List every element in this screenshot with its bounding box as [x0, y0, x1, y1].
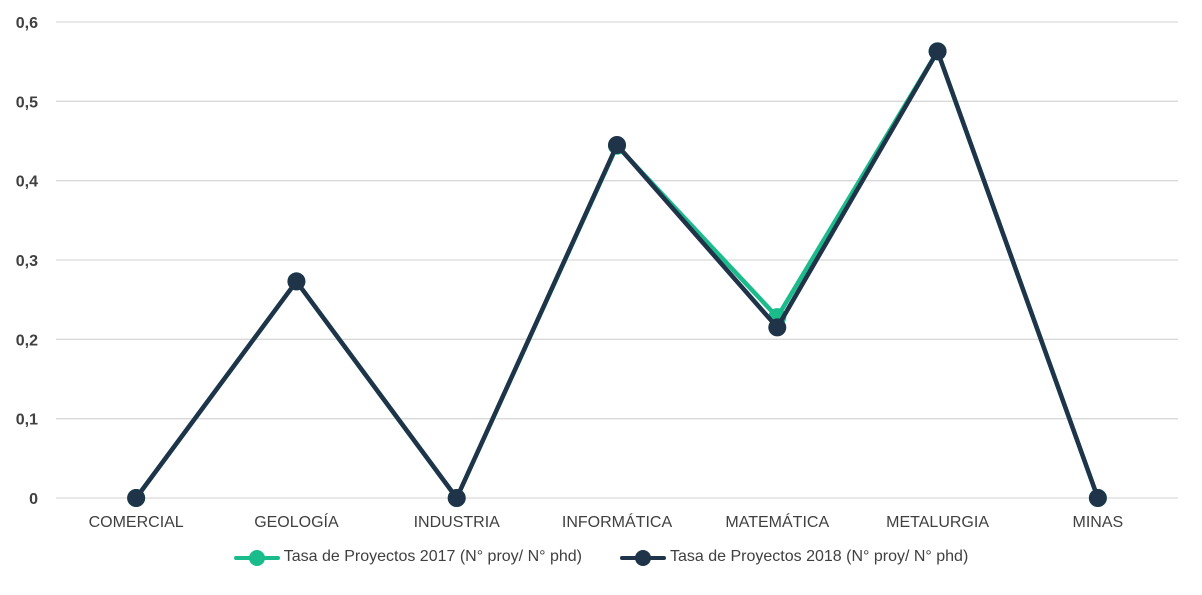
legend-item-2017: Tasa de Proyectos 2017 (N° proy/ N° phd) — [233, 548, 582, 566]
y-tick-label: 0,1 — [16, 412, 38, 429]
series-line — [133, 49, 1101, 501]
x-axis-ticks: COMERCIAL GEOLOGÍA INDUSTRIA INFORMÁTICA MAT… — [89, 512, 1124, 531]
data-point — [1088, 489, 1107, 507]
legend: Tasa de Proyectos 2017 (N° proy/ N° phd)… — [0, 548, 1202, 566]
series-group — [127, 42, 1107, 507]
y-tick-label: 0,3 — [16, 253, 38, 270]
y-axis-ticks: 0 0,1 0,2 0,3 0,4 0,5 0,6 — [16, 15, 38, 508]
x-tick-label: METALURGIA — [886, 514, 989, 531]
legend-label-2018: Tasa de Proyectos 2018 (N° proy/ N° phd) — [670, 548, 969, 565]
x-tick-label: INFORMÁTICA — [562, 512, 673, 531]
x-tick-label: COMERCIAL — [89, 514, 184, 531]
legend-item-2018: Tasa de Proyectos 2018 (N° proy/ N° phd) — [620, 548, 968, 566]
data-point — [928, 42, 947, 61]
legend-marker-2017 — [233, 550, 280, 566]
data-point — [608, 135, 626, 154]
x-tick-label: MATEMÁTICA — [725, 512, 829, 531]
series-line — [133, 49, 1101, 501]
x-tick-label: MINAS — [1073, 514, 1124, 531]
y-tick-label: 0,5 — [16, 94, 38, 111]
data-point — [447, 489, 466, 507]
legend-marker-2018 — [620, 550, 666, 566]
x-tick-label: GEOLOGÍA — [254, 512, 339, 531]
y-tick-label: 0,4 — [16, 174, 38, 191]
legend-label-2017: Tasa de Proyectos 2017 (N° proy/ N° phd) — [283, 548, 582, 565]
series-2018 — [127, 42, 1107, 507]
y-tick-label: 0,6 — [16, 15, 38, 32]
data-point — [127, 489, 146, 507]
data-point — [768, 318, 787, 337]
gridlines — [56, 21, 1178, 499]
data-point — [287, 272, 306, 291]
x-tick-label: INDUSTRIA — [414, 514, 501, 531]
y-tick-label: 0 — [29, 491, 38, 508]
y-tick-label: 0,2 — [16, 332, 38, 349]
